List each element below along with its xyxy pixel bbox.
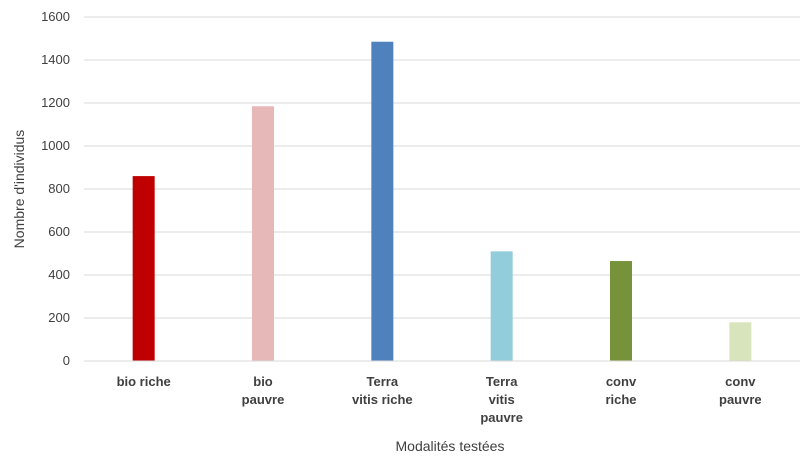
x-category-label-line: bio riche xyxy=(117,374,171,389)
x-category-label-line: pauvre xyxy=(719,392,762,407)
y-tick-label: 1200 xyxy=(41,95,70,110)
bar xyxy=(371,41,394,361)
gridlines xyxy=(84,16,800,319)
x-category-label-line: bio xyxy=(253,374,273,389)
y-tick-label: 800 xyxy=(48,181,70,196)
x-category-label-line: conv xyxy=(606,374,637,389)
bars xyxy=(132,41,752,361)
x-category-label-line: pauvre xyxy=(242,392,285,407)
y-tick-label: 1000 xyxy=(41,138,70,153)
y-tick-label: 600 xyxy=(48,224,70,239)
x-category-label: conv pauvre xyxy=(719,374,762,407)
x-category-label: conv riche xyxy=(605,374,636,407)
y-axis-ticks: 0 200 400 600 800 1000 1200 1400 1600 xyxy=(41,9,70,368)
x-category-label: Terra vitis pauvre xyxy=(480,374,523,425)
x-category-label-line: Terra xyxy=(486,374,518,389)
y-tick-label: 1600 xyxy=(41,9,70,24)
bar xyxy=(252,106,274,361)
y-tick-label: 0 xyxy=(63,353,70,368)
y-tick-label: 400 xyxy=(48,267,70,282)
x-category-label-line: Terra xyxy=(367,374,399,389)
y-tick-label: 1400 xyxy=(41,52,70,67)
y-tick-label: 200 xyxy=(48,310,70,325)
bar xyxy=(729,322,752,361)
bar xyxy=(610,261,632,361)
x-category-label: bio pauvre xyxy=(242,374,285,407)
bar xyxy=(490,251,513,361)
x-category-label-line: riche xyxy=(605,392,636,407)
x-category-label-line: conv xyxy=(725,374,756,389)
x-category-label-line: vitis xyxy=(489,392,515,407)
x-category-label-line: pauvre xyxy=(480,410,523,425)
x-category-label: Terra vitis riche xyxy=(352,374,413,407)
x-axis-title: Modalités testées xyxy=(396,438,505,454)
x-category-label: bio riche xyxy=(117,374,171,389)
bar xyxy=(132,176,155,361)
x-axis-categories: bio riche bio pauvre Terra vitis riche Terra v… xyxy=(117,374,762,425)
x-category-label-line: vitis riche xyxy=(352,392,413,407)
y-axis-title: Nombre d'individus xyxy=(11,130,27,249)
